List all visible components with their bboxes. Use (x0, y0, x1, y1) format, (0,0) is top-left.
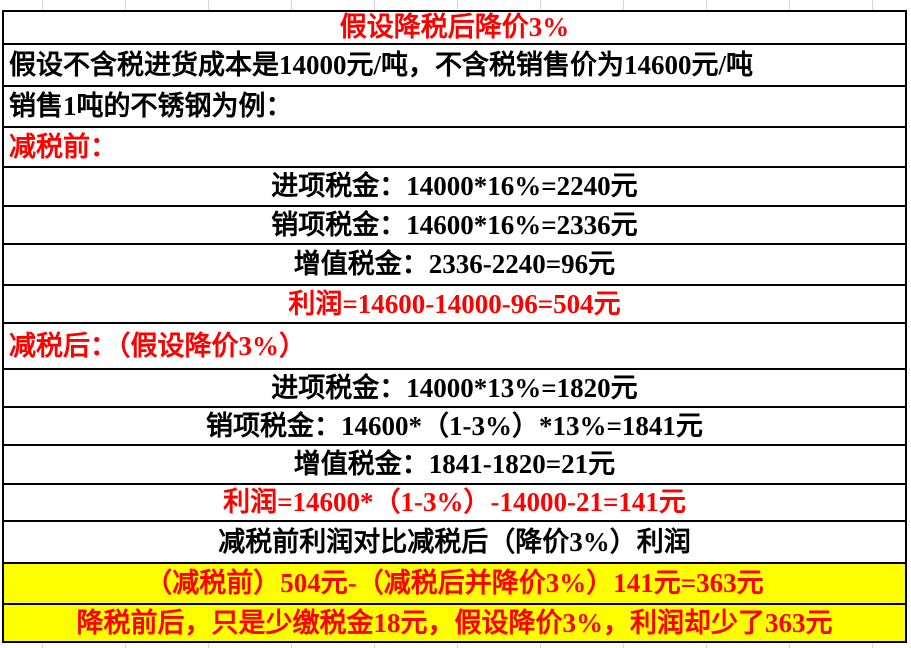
cell-before-input-tax[interactable]: 进项税金：14000*16%=2240元 (4, 166, 905, 205)
cell-compare-header[interactable]: 减税前利润对比减税后（降价3%）利润 (4, 520, 905, 562)
cell-after-input-tax[interactable]: 进项税金：14000*13%=1820元 (4, 368, 905, 406)
cell-before-vat[interactable]: 增值税金：2336-2240=96元 (4, 243, 905, 284)
gridline-strip-bottom (0, 643, 911, 648)
cell-before-profit[interactable]: 利润=14600-14000-96=504元 (4, 284, 905, 322)
cell-after-profit[interactable]: 利润=14600*（1-3%）-14000-21=141元 (4, 483, 905, 520)
tax-comparison-table: 假设降税后降价3% 假设不含税进货成本是14000元/吨，不含税销售价为1460… (2, 10, 907, 643)
cell-after-output-tax[interactable]: 销项税金：14600*（1-3%）*13%=1841元 (4, 406, 905, 444)
cell-before-output-tax[interactable]: 销项税金：14600*16%=2336元 (4, 205, 905, 243)
cell-title[interactable]: 假设降税后降价3% (339, 12, 570, 42)
cell-example[interactable]: 销售1吨的不锈钢为例： (4, 85, 905, 126)
cell-after-header[interactable]: 减税后：（假设降价3%） (4, 322, 905, 368)
cell-after-vat[interactable]: 增值税金：1841-1820=21元 (4, 444, 905, 483)
gridline-strip-top (0, 0, 911, 10)
cell-compare-calc[interactable]: （减税前）504元-（减税后并降价3%）141元=363元 (4, 562, 905, 603)
cell-conclusion[interactable]: 降税前后，只是少缴税金18元，假设降价3%，利润却少了363元 (4, 603, 905, 641)
cell-before-header[interactable]: 减税前： (4, 126, 905, 166)
cell-assumption[interactable]: 假设不含税进货成本是14000元/吨，不含税销售价为14600元/吨 (4, 43, 905, 85)
